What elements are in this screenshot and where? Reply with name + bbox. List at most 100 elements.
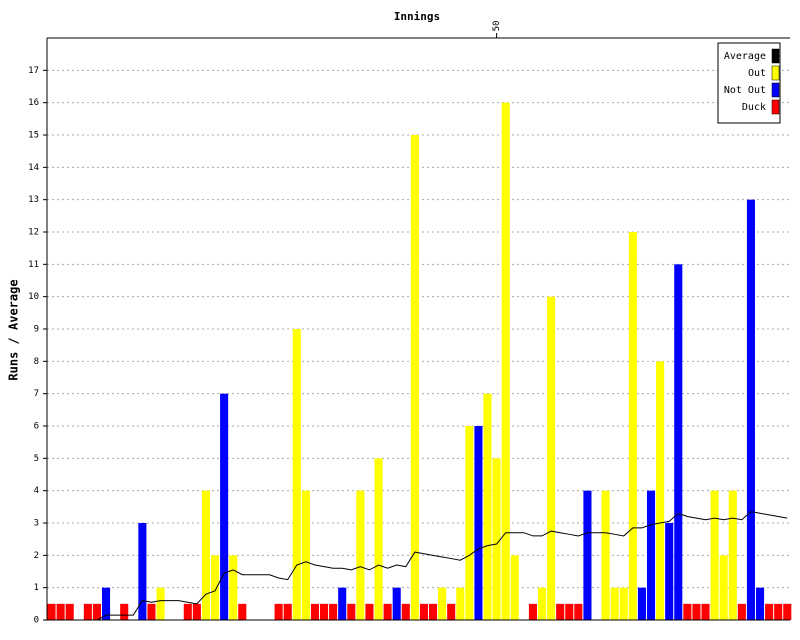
x-tick-label: 50	[492, 21, 502, 32]
bar	[101, 587, 111, 620]
bar	[683, 603, 692, 620]
bar	[646, 490, 656, 620]
legend-label: Average	[724, 51, 766, 62]
bar	[410, 135, 419, 620]
y-tick-label: 4	[34, 486, 39, 496]
bar	[183, 603, 192, 620]
y-tick-label: 17	[28, 66, 39, 76]
bar	[610, 587, 619, 620]
bar	[383, 603, 392, 620]
chart-title: Innings	[394, 10, 440, 23]
bar	[492, 458, 501, 620]
legend-swatch	[771, 65, 780, 81]
y-tick-label: 16	[28, 98, 39, 108]
bar	[356, 490, 365, 620]
bar	[710, 490, 719, 620]
bar	[401, 603, 410, 620]
bar	[201, 490, 210, 620]
y-tick-label: 14	[28, 163, 39, 173]
bar	[419, 603, 428, 620]
legend-label: Duck	[742, 102, 766, 113]
y-axis-label: Runs / Average	[7, 279, 21, 380]
y-tick-label: 1	[34, 583, 39, 593]
bar	[365, 603, 374, 620]
y-tick-label: 3	[34, 519, 39, 529]
bar	[637, 587, 646, 620]
bar	[601, 490, 610, 620]
bar	[319, 603, 329, 620]
bar	[510, 555, 519, 620]
bar	[238, 603, 247, 620]
bar	[65, 603, 74, 620]
bar	[338, 587, 347, 620]
bar	[628, 232, 637, 620]
bar	[47, 603, 56, 620]
bar	[719, 555, 728, 620]
legend-box	[717, 42, 781, 124]
bar	[583, 490, 592, 620]
bar	[774, 603, 783, 620]
bar	[483, 393, 492, 620]
bar	[229, 555, 238, 620]
bar	[120, 603, 129, 620]
y-tick-label: 10	[28, 292, 39, 302]
bar	[574, 603, 583, 620]
bar	[292, 329, 301, 620]
bar	[210, 555, 220, 620]
y-tick-label: 9	[34, 325, 39, 335]
bar	[692, 603, 701, 620]
y-tick-label: 12	[28, 228, 39, 238]
bar	[783, 603, 792, 620]
bar	[765, 603, 774, 620]
bar	[374, 458, 383, 620]
y-tick-label: 2	[34, 551, 39, 561]
legend-label: Out	[748, 68, 766, 79]
bar	[547, 296, 556, 620]
bar	[556, 603, 565, 620]
bar	[347, 603, 356, 620]
bar	[665, 523, 674, 620]
bar	[619, 587, 628, 620]
bar	[310, 603, 319, 620]
bar	[656, 361, 665, 620]
legend-swatch	[771, 48, 780, 64]
bar	[537, 587, 547, 620]
bar	[465, 426, 474, 620]
bar	[92, 603, 101, 620]
y-tick-label: 13	[28, 195, 39, 205]
y-tick-label: 7	[34, 389, 39, 399]
y-tick-label: 11	[28, 260, 39, 270]
bar	[392, 587, 401, 620]
bar	[428, 603, 438, 620]
bar	[474, 426, 483, 620]
bar	[456, 587, 465, 620]
legend-label: Not Out	[724, 85, 766, 96]
bar	[701, 603, 710, 620]
bar	[192, 603, 201, 620]
y-tick-label: 8	[34, 357, 39, 367]
bar	[438, 587, 447, 620]
legend-swatch	[771, 99, 780, 115]
bar	[737, 603, 746, 620]
bar	[301, 490, 310, 620]
bar	[220, 393, 229, 620]
y-tick-label: 6	[34, 422, 39, 432]
bar	[138, 523, 147, 620]
bar	[565, 603, 574, 620]
y-tick-label: 5	[34, 454, 39, 464]
bar	[283, 603, 292, 620]
bar	[447, 603, 456, 620]
bar	[728, 490, 737, 620]
bar	[156, 587, 165, 620]
bar	[274, 603, 283, 620]
bar	[755, 587, 765, 620]
bar	[501, 102, 510, 620]
bar	[147, 603, 156, 620]
bar	[674, 264, 683, 620]
bar	[56, 603, 65, 620]
bar	[746, 199, 755, 620]
bar	[329, 603, 338, 620]
legend-swatch	[771, 82, 780, 98]
average-line	[51, 511, 788, 621]
